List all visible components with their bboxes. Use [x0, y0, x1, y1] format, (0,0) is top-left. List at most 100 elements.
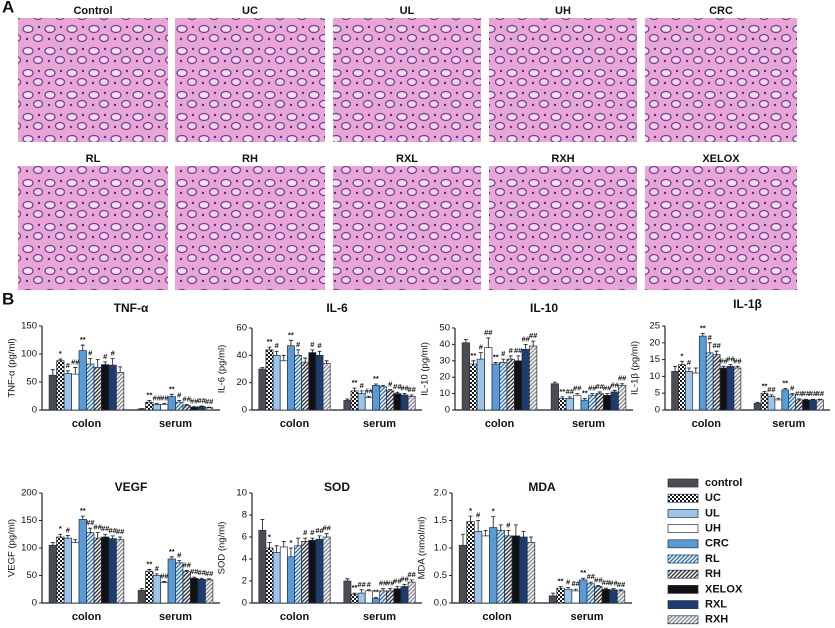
error-bar: [521, 531, 526, 537]
histology-grid: Control UC UL UH CRC RL RH RXL RXH XELOX: [18, 5, 797, 290]
error-bar: [790, 393, 795, 395]
error-bar: [65, 534, 70, 539]
bar: [473, 531, 483, 604]
x-tick-label: serum: [159, 611, 192, 623]
bar: [167, 396, 176, 411]
significance-mark: ##: [322, 524, 331, 533]
significance-mark: **: [700, 323, 706, 332]
bar: [364, 397, 373, 411]
bar: [86, 363, 95, 411]
bar: [511, 535, 521, 604]
bar: [343, 400, 352, 411]
significance-mark: ##: [484, 328, 493, 337]
legend-swatch: [667, 569, 699, 579]
x-tick-label: serum: [363, 418, 396, 430]
error-bar: [296, 349, 301, 356]
significance-mark: ##: [197, 568, 206, 577]
significance-mark: ##: [379, 579, 388, 588]
bar: [719, 367, 728, 411]
y-tick-label: 100: [21, 349, 37, 360]
error-bar: [192, 576, 197, 579]
significance-mark: ##: [795, 389, 804, 398]
error-bar: [478, 352, 483, 360]
y-tick-label: 30: [439, 355, 450, 366]
legend-label: RH: [705, 568, 721, 580]
error-bar: [550, 592, 555, 596]
error-bar: [558, 586, 563, 589]
bar: [558, 398, 567, 411]
error-bar: [611, 588, 616, 590]
significance-mark: #: [790, 384, 795, 393]
significance-mark: *: [469, 506, 472, 515]
error-bar: [506, 530, 511, 536]
y-tick-label: 10: [236, 488, 247, 499]
significance-mark: **: [373, 587, 379, 596]
bar: [197, 578, 206, 604]
bar: [609, 589, 618, 604]
legend-label: XELOX: [705, 583, 743, 595]
image-label: RXH: [551, 153, 574, 165]
error-bar: [317, 350, 322, 356]
error-bar: [80, 344, 85, 351]
error-bar: [288, 339, 293, 346]
significance-mark: ##: [86, 518, 95, 527]
error-bar: [88, 527, 93, 533]
error-bar: [288, 547, 293, 557]
significance-mark: ##: [393, 576, 402, 585]
error-bar: [154, 573, 159, 576]
error-bar: [735, 365, 740, 368]
significance-mark: #: [66, 525, 71, 534]
error-bar: [516, 355, 521, 361]
y-tick-label: 0: [242, 405, 247, 416]
significance-mark: **: [169, 384, 175, 393]
error-bar: [721, 365, 726, 368]
bar: [287, 345, 295, 411]
error-bar: [501, 358, 506, 363]
significance-mark: #: [111, 348, 116, 357]
bar: [526, 542, 536, 604]
bar: [93, 537, 102, 604]
bar: [774, 399, 783, 411]
bar: [265, 349, 274, 411]
error-bar: [373, 597, 378, 599]
y-tick-label: 2.0: [434, 488, 447, 499]
error-bar: [605, 393, 610, 396]
bar: [504, 535, 513, 604]
bar: [802, 399, 810, 411]
significance-mark: ##: [153, 393, 162, 402]
image-label: UC: [242, 5, 258, 17]
bar: [160, 582, 169, 604]
error-bar: [755, 401, 760, 404]
bar: [116, 539, 125, 604]
bar: [48, 374, 57, 411]
histology-image: [333, 18, 481, 142]
x-tick-label: colon: [280, 418, 310, 430]
bar: [279, 360, 288, 411]
significance-mark: ##: [573, 384, 582, 393]
y-axis-label: IL-1β (pg/ml): [630, 341, 641, 395]
bar: [685, 371, 693, 411]
histology-image: [645, 166, 797, 290]
legend-swatch: [667, 615, 699, 625]
bar: [315, 538, 324, 604]
bar: [167, 558, 176, 604]
bar: [301, 361, 310, 411]
error-bar: [491, 516, 496, 528]
error-bar: [567, 396, 572, 399]
bar: [279, 546, 288, 604]
error-bar: [588, 581, 593, 584]
significance-mark: ##: [407, 385, 416, 394]
error-bar: [352, 387, 357, 391]
error-bar: [493, 362, 498, 365]
significance-mark: #: [479, 343, 484, 352]
bar: [393, 393, 402, 411]
bar: [816, 399, 824, 411]
legend-swatch: [667, 585, 699, 594]
bar: [556, 587, 565, 604]
significance-mark: #: [88, 348, 93, 357]
bar: [400, 394, 409, 411]
significance-mark: ##: [205, 569, 214, 578]
error-bar: [58, 358, 63, 361]
bar: [386, 390, 395, 411]
